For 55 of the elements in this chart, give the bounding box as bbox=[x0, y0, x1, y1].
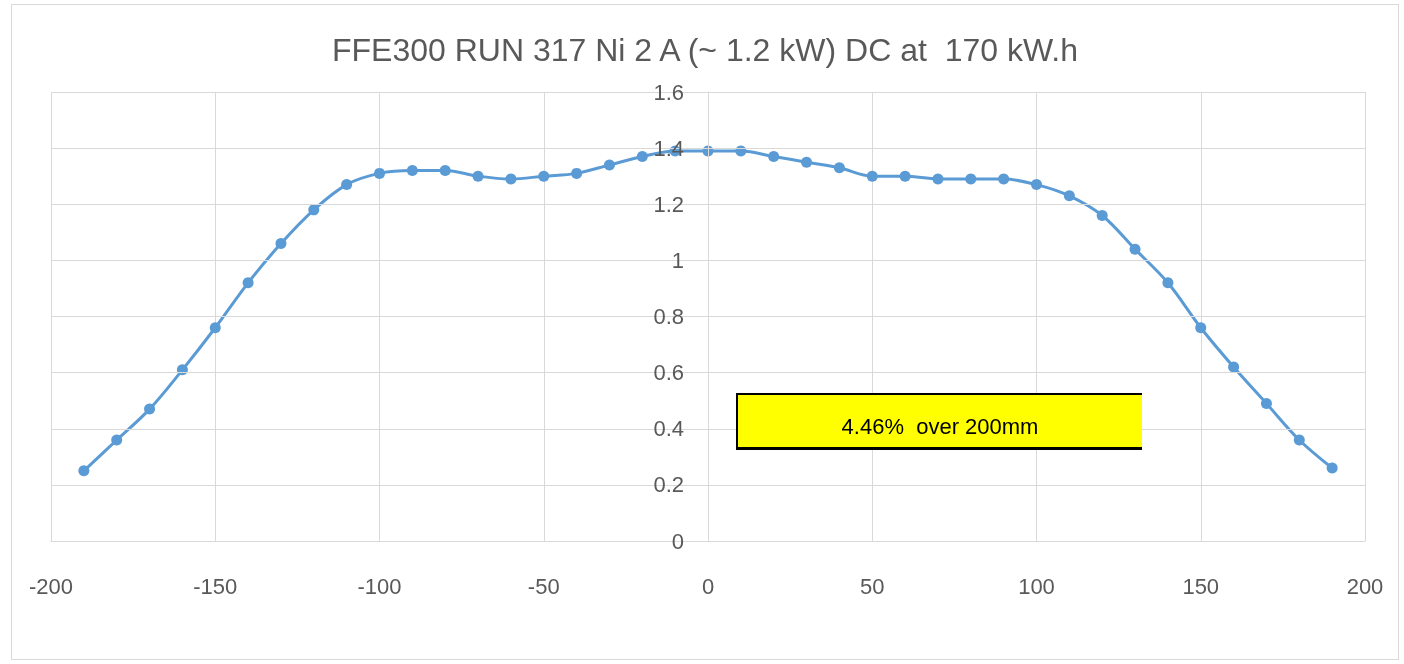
point bbox=[998, 173, 1010, 185]
point bbox=[209, 322, 221, 334]
point bbox=[308, 204, 320, 216]
point bbox=[1293, 434, 1305, 446]
point bbox=[1260, 398, 1272, 409]
point bbox=[111, 434, 123, 446]
x-tick-label: -200 bbox=[28, 573, 74, 599]
point bbox=[1129, 243, 1141, 255]
point bbox=[768, 151, 780, 163]
point bbox=[538, 170, 550, 182]
point bbox=[505, 173, 517, 185]
point bbox=[374, 167, 385, 179]
point bbox=[1096, 209, 1108, 221]
y-tick-label: 1.6 bbox=[653, 79, 684, 105]
point bbox=[1326, 462, 1338, 474]
point bbox=[899, 170, 911, 182]
point bbox=[636, 151, 648, 163]
x-tick-label: -150 bbox=[193, 573, 238, 599]
point bbox=[833, 162, 845, 174]
annotation: 4.46% over 200mm bbox=[840, 414, 1040, 440]
point bbox=[965, 173, 977, 185]
chart-title: FFE300 RUN 317 Ni 2 A (~ 1.2 kW) DC at 170 kW.h bbox=[331, 32, 1079, 68]
y-tick-label: 0.6 bbox=[653, 360, 684, 386]
point bbox=[571, 167, 583, 179]
point bbox=[242, 277, 254, 289]
point bbox=[1228, 361, 1240, 373]
point bbox=[78, 465, 90, 477]
x-tick-label: -50 bbox=[527, 573, 560, 599]
point bbox=[144, 403, 156, 415]
point bbox=[1195, 322, 1207, 334]
point bbox=[275, 238, 287, 250]
point bbox=[801, 156, 813, 168]
x-tick-label: 50 bbox=[860, 573, 885, 599]
point bbox=[1162, 277, 1174, 289]
y-tick-label: 0 bbox=[671, 528, 684, 554]
y-tick-label: 0.4 bbox=[653, 416, 684, 442]
point bbox=[439, 165, 451, 177]
point bbox=[341, 179, 353, 191]
point bbox=[932, 173, 944, 185]
point bbox=[866, 170, 878, 182]
point bbox=[406, 165, 418, 177]
point bbox=[603, 159, 615, 171]
point bbox=[472, 170, 484, 182]
x-tick-label: -100 bbox=[357, 573, 402, 599]
y-tick-label: 0.8 bbox=[653, 304, 684, 329]
y-tick-label: 0.2 bbox=[653, 472, 684, 498]
y-tick-label: 1.2 bbox=[653, 191, 684, 217]
x-tick-label: 200 bbox=[1346, 573, 1384, 599]
point bbox=[176, 364, 188, 376]
point bbox=[1063, 190, 1075, 202]
x-tick-label: 0 bbox=[701, 573, 715, 599]
x-tick-label: 100 bbox=[1018, 573, 1055, 599]
x-tick-label: 150 bbox=[1182, 573, 1220, 599]
point bbox=[1031, 179, 1042, 191]
y-tick-label: 1 bbox=[671, 247, 684, 273]
